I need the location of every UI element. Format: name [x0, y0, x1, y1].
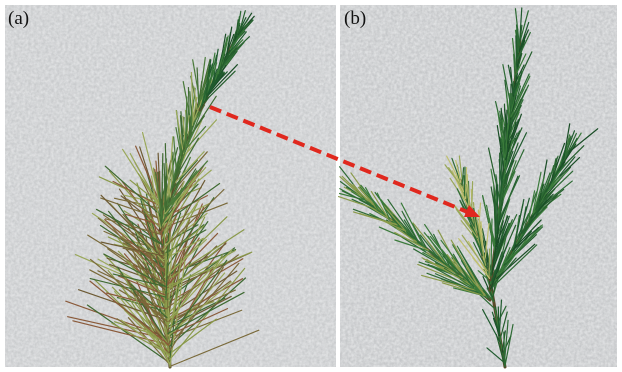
panel-b-label: (b): [344, 8, 366, 29]
needle: [464, 176, 465, 196]
needle: [497, 185, 498, 233]
page: (a) (b) (() => { const data = JSON.parse…: [0, 0, 622, 372]
panel-a-texture: [5, 5, 336, 367]
needle: [489, 249, 490, 277]
figure: (a) (b): [0, 0, 622, 372]
panel-b-texture: [340, 5, 617, 367]
panel-a-label: (a): [8, 8, 29, 29]
